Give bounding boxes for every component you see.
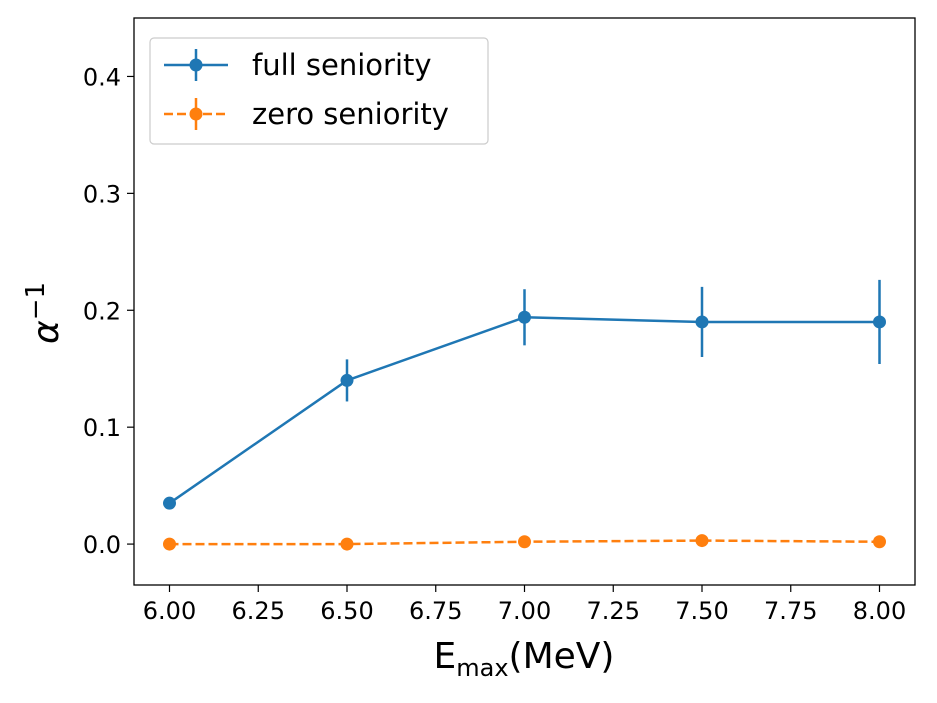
x-tick-label: 7.50	[675, 597, 728, 625]
legend-frame	[149, 37, 489, 145]
data-point	[873, 315, 886, 329]
legend: full seniority zero seniority	[149, 37, 489, 145]
x-tick-label: 8.00	[853, 597, 906, 625]
data-point	[695, 534, 709, 548]
data-point	[340, 373, 354, 387]
data-point	[163, 537, 176, 551]
data-point	[518, 535, 531, 549]
y-axis-title-superscript: −1	[21, 282, 51, 320]
legend-marker	[189, 58, 203, 72]
y-tick-label: 0.0	[83, 531, 121, 559]
data-point	[163, 496, 176, 510]
data-point	[873, 535, 886, 549]
data-point	[695, 315, 709, 329]
y-tick-label: 0.1	[83, 414, 121, 442]
x-tick-label: 6.50	[320, 597, 373, 625]
legend-entry-1: zero seniority	[164, 97, 449, 131]
x-axis-title-subscript: max	[456, 654, 508, 682]
x-tick-label: 7.00	[498, 597, 551, 625]
y-tick-label: 0.2	[83, 297, 121, 325]
data-point	[518, 310, 531, 324]
x-tick-label: 7.25	[587, 597, 640, 625]
y-tick-label: 0.3	[83, 180, 121, 208]
series-0	[163, 279, 886, 510]
x-tick-label: 6.00	[143, 597, 196, 625]
x-axis-title-tail: (MeV)	[509, 636, 615, 677]
x-tick-label: 6.75	[409, 597, 462, 625]
x-axis-title-main: E	[434, 636, 457, 677]
y-tick-label: 0.4	[83, 63, 121, 91]
legend-label: zero seniority	[252, 97, 449, 131]
x-axis-title: Emax(MeV)	[434, 636, 615, 682]
data-point	[340, 537, 354, 551]
y-axis-title: α−1	[21, 282, 67, 344]
legend-marker	[189, 107, 203, 121]
legend-entry-0: full seniority	[164, 48, 432, 82]
series-1	[163, 534, 886, 551]
plot-layer	[163, 279, 886, 551]
x-tick-label: 6.25	[232, 597, 285, 625]
y-axis-title-main: α	[26, 320, 67, 344]
axes-frame	[133, 17, 916, 586]
legend-label: full seniority	[252, 48, 432, 82]
x-tick-label: 7.75	[764, 597, 817, 625]
axes-layer: 6.00 6.25 6.50 6.75 7.00 7.25 7.50 7.75 8.00 0.0 0…	[83, 17, 916, 625]
